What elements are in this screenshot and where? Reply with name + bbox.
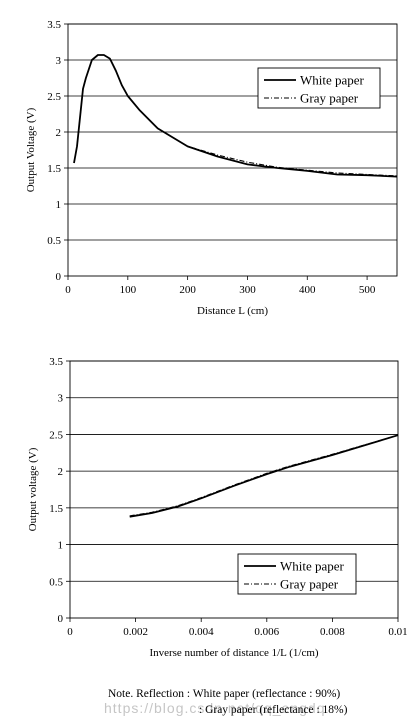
chart1-ytick-label-0: 0 (56, 271, 62, 283)
distance-voltage-chart: 0 0.5 1 1.5 2 2.5 3 3.5 0 100 200 300 400 500 Distance… (25, 19, 398, 317)
chart1-xtick-label-3: 300 (239, 284, 256, 296)
chart2-ytick-label-4: 2 (58, 466, 64, 478)
chart1-xtick-label-2: 200 (179, 284, 196, 296)
chart2-ytick-label-5: 2.5 (49, 429, 63, 441)
chart1-legend-label-0: White paper (300, 73, 365, 88)
chart2-x-axis-label: Inverse number of distance 1/L (1/cm) (149, 647, 318, 659)
chart1-ytick-label-1: 0.5 (47, 235, 61, 247)
chart2-xtick-label-2: 0.004 (189, 626, 214, 638)
chart1-ytick-label-2: 1 (56, 199, 62, 211)
note-line-1: Note. Reflection : White paper (reflecta… (108, 688, 341, 700)
chart2-ytick-label-1: 0.5 (49, 576, 63, 588)
chart2-xtick-label-4: 0.008 (320, 626, 345, 638)
chart1-plot-frame (67, 23, 398, 277)
inverse-distance-voltage-chart: 0 0.5 1 1.5 2 2.5 3 3.5 0 0.002 0.004 0.006 0.008 0.0… (27, 356, 408, 659)
chart1-ytick-label-5: 2.5 (47, 91, 61, 103)
note-line-2: : Gray paper (reflectance : 18%) (199, 704, 348, 716)
chart1-xtick-label-0: 0 (65, 284, 71, 296)
chart2-y-axis-label: Output voltage (V) (27, 447, 39, 531)
chart1-xtick-label-5: 500 (359, 284, 376, 296)
chart1-ytick-label-3: 1.5 (47, 163, 61, 175)
chart2-ytick-label-0: 0 (58, 613, 64, 625)
chart2-ytick-label-2: 1 (58, 540, 64, 552)
chart1-x-axis-label: Distance L (cm) (197, 305, 268, 317)
chart1-ytick-label-7: 3.5 (47, 19, 61, 31)
chart2-ytick-label-3: 1.5 (49, 503, 63, 515)
chart1-xtick-label-1: 100 (120, 284, 137, 296)
chart2-xtick-label-1: 0.002 (123, 626, 148, 638)
chart1-ytick-label-4: 2 (56, 127, 62, 139)
chart2-legend-box (237, 553, 357, 595)
chart2-ytick-label-7: 3.5 (49, 356, 63, 368)
chart2-legend-label-1: Gray paper (280, 577, 339, 592)
chart2-xtick-label-3: 0.006 (254, 626, 279, 638)
chart2-series-line-1 (129, 434, 399, 517)
chart1-series-line-1 (73, 54, 398, 177)
chart1-legend-box (257, 67, 381, 109)
chart1-y-axis-label: Output Voltage (V) (25, 107, 37, 192)
chart2-xtick-label-0: 0 (67, 626, 73, 638)
watermark: https://blog.csdn.net/qq_engdq (104, 700, 326, 716)
chart2-series-line-0 (129, 434, 399, 518)
chart1-ytick-label-6: 3 (56, 55, 62, 67)
chart1-legend-label-1: Gray paper (300, 91, 359, 106)
chart2-xtick-label-5: 0.01 (388, 626, 407, 638)
chart2-ytick-label-6: 3 (58, 393, 64, 405)
chart1-xtick-label-4: 400 (299, 284, 316, 296)
chart2-plot-frame (69, 360, 399, 619)
chart2-legend-label-0: White paper (280, 559, 345, 574)
